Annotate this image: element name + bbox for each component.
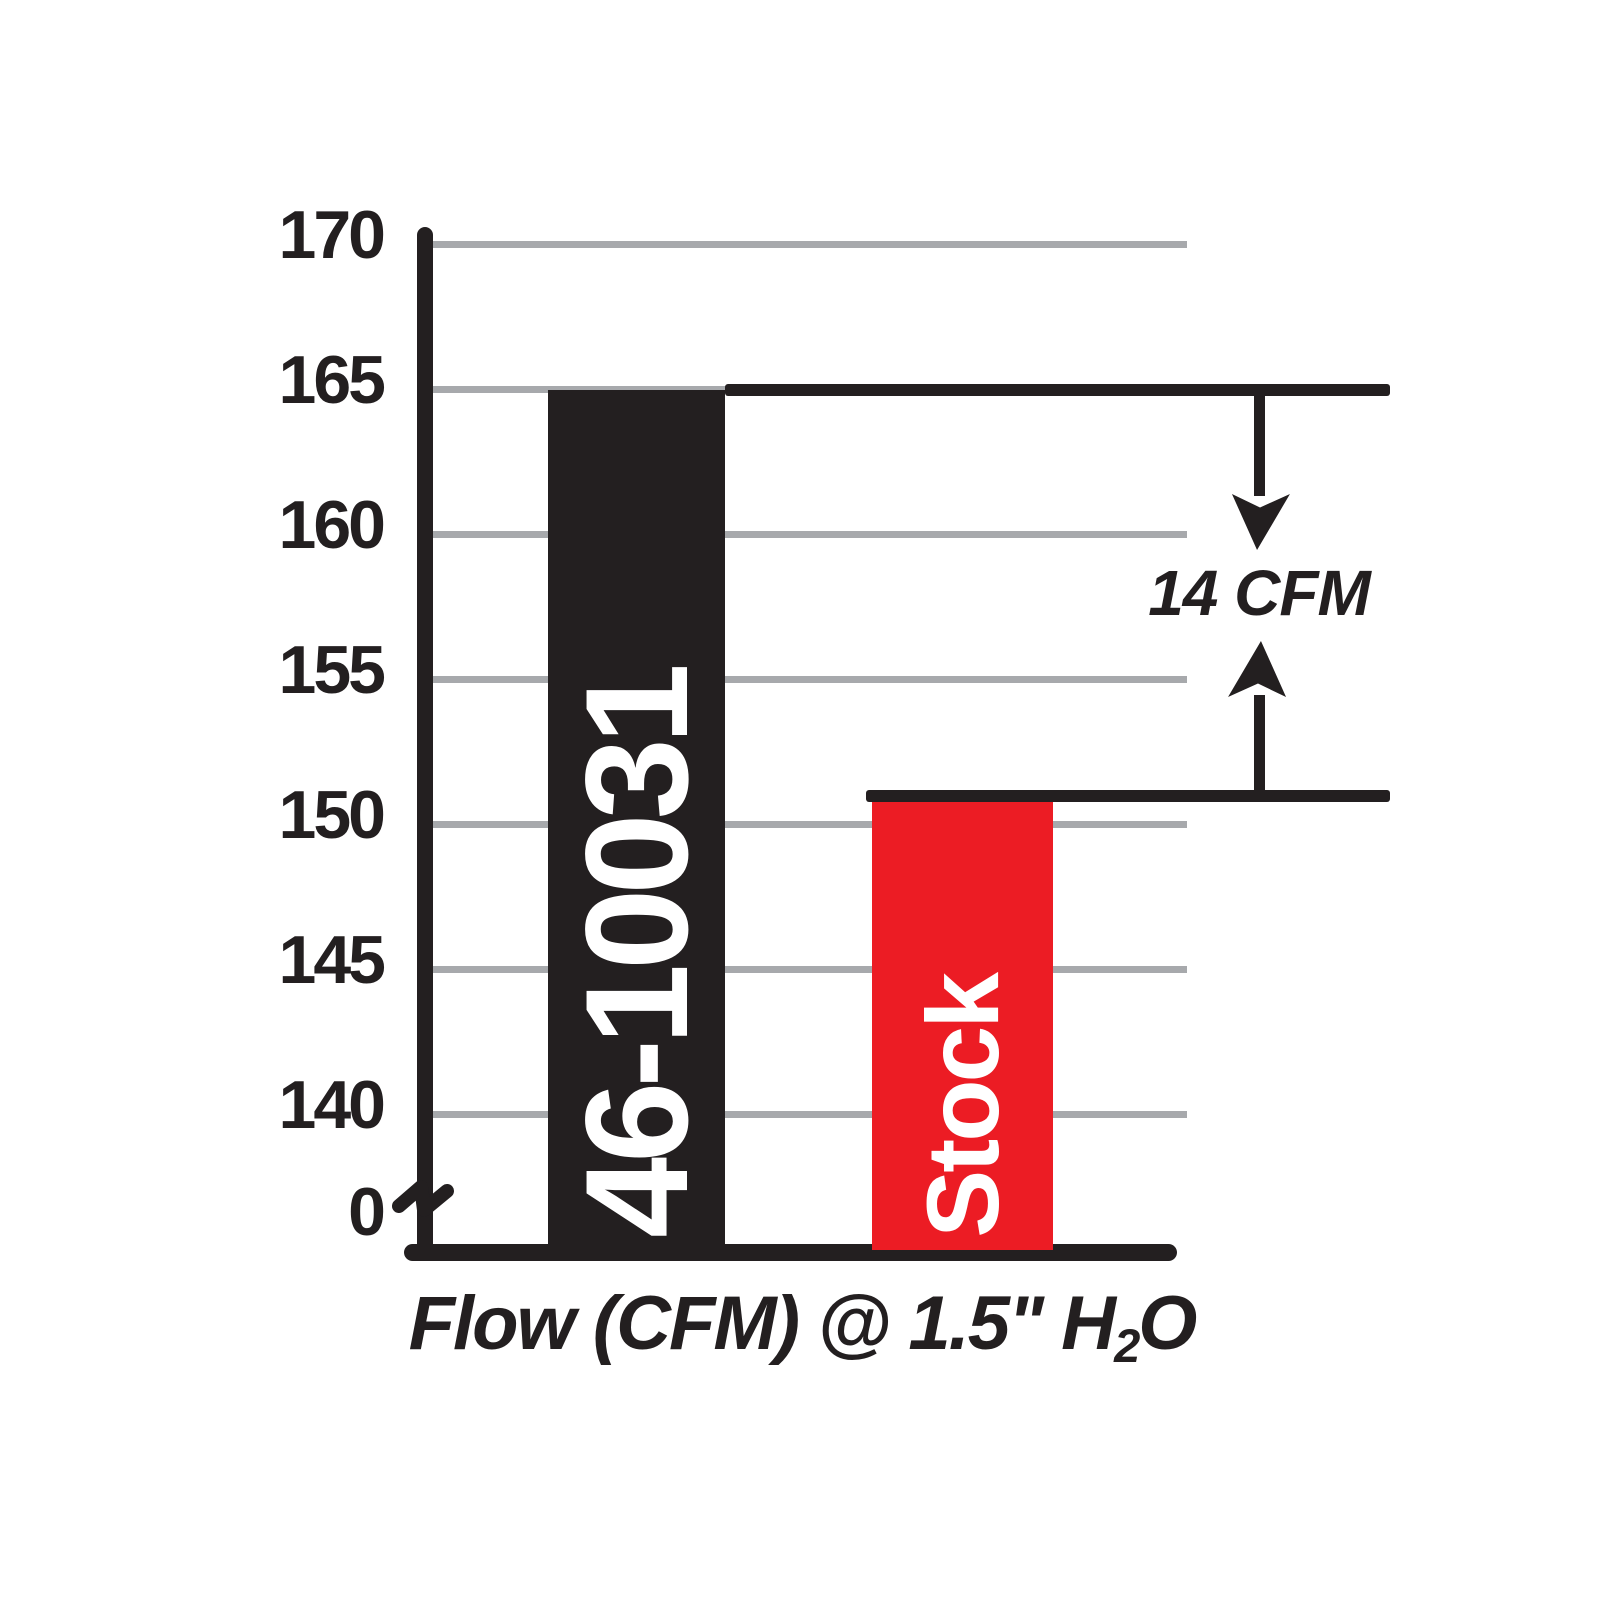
ref-line-165 (725, 384, 1390, 396)
gridline-160 (433, 531, 1187, 538)
y-tick-label-zero: 0 (348, 1174, 386, 1250)
ref-line-150 (866, 790, 1390, 802)
y-tick-label-145: 145 (278, 922, 386, 998)
y-tick-label-165: 165 (278, 342, 386, 418)
gridline-170 (433, 241, 1187, 248)
y-axis-line (417, 227, 433, 1260)
bar-46-10031-label: 46-10031 (554, 668, 718, 1238)
x-axis-title: Flow (CFM) @ 1.5" H2O (0, 1280, 1600, 1373)
gridline-140 (433, 1111, 1187, 1118)
bar-46-10031: 46-10031 (548, 390, 725, 1250)
gridline-155 (433, 676, 1187, 683)
dimension-arrow-down-stem (1254, 396, 1265, 496)
x-axis-title-subscript: 2 (1114, 1319, 1140, 1373)
gridline-150 (433, 821, 1187, 828)
y-tick-label-140: 140 (278, 1067, 386, 1143)
arrow-up-icon (1228, 641, 1290, 697)
y-tick-label-155: 155 (278, 632, 386, 708)
y-tick-label-170: 170 (278, 197, 386, 273)
y-tick-label-160: 160 (278, 487, 386, 563)
axis-break-icon (392, 1180, 454, 1217)
x-axis-line (404, 1244, 1177, 1261)
bar-stock-label: Stock (905, 975, 1020, 1238)
x-axis-title-text: Flow (CFM) @ 1.5" H (408, 1281, 1116, 1366)
bar-stock: Stock (872, 796, 1053, 1250)
annotation-14-cfm: 14 CFM (1148, 557, 1371, 629)
y-tick-label-150: 150 (278, 777, 386, 853)
x-axis-title-suffix: O (1138, 1281, 1197, 1366)
dimension-arrow-up-stem (1254, 695, 1265, 790)
arrow-down-icon (1228, 494, 1290, 550)
gridline-145 (433, 966, 1187, 973)
